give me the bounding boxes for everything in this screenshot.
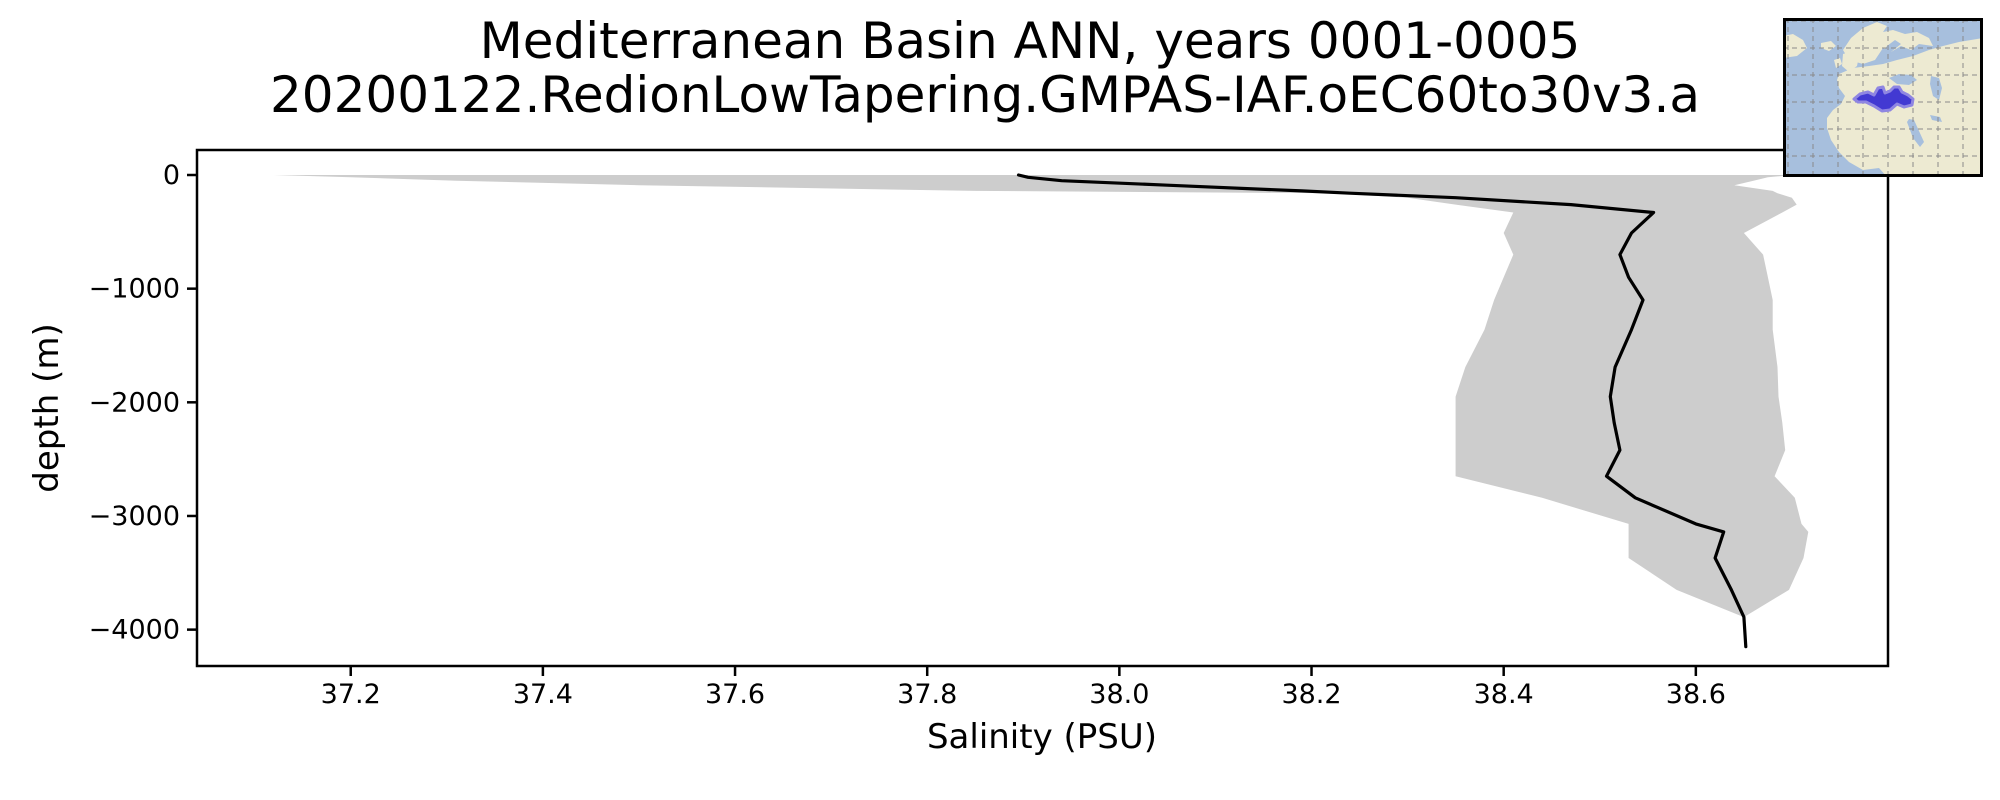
y-axis-label: depth (m)	[27, 323, 67, 492]
map-land-scandinavia	[1843, 22, 1933, 64]
map-land-britain	[1842, 51, 1859, 72]
map-land-greenland	[1783, 34, 1807, 58]
plot-area: 37.2 37.4 37.6 37.8 38.0 38.2 38.4 38.6 0 −1000 −2…	[89, 148, 1890, 710]
map-baltic-sea	[1879, 40, 1901, 62]
salinity-minmax-band	[273, 175, 1809, 647]
y-tick-label: 0	[163, 160, 180, 191]
x-tick-label: 38.2	[1281, 679, 1341, 710]
inset-map	[1783, 18, 1983, 177]
y-tick-label: −4000	[89, 615, 180, 646]
y-tick-label: −2000	[89, 387, 180, 418]
map-caspian-sea	[1930, 76, 1942, 100]
chart-title-line1: Mediterranean Basin ANN, years 0001-0005	[480, 12, 1581, 70]
axes-spines	[195, 148, 1890, 668]
x-tick-label: 37.4	[513, 679, 573, 710]
y-tick-label: −3000	[89, 501, 180, 532]
map-black-sea	[1889, 74, 1917, 85]
x-axis-label: Salinity (PSU)	[927, 717, 1157, 757]
x-tick-label: 37.6	[705, 679, 765, 710]
chart-title-line2: 20200122.RedionLowTapering.GMPAS-IAF.oEC…	[270, 66, 1700, 124]
map-border	[1783, 18, 1983, 177]
x-tick-label: 37.2	[321, 679, 381, 710]
y-tick-label: −1000	[89, 274, 180, 305]
map-highlight-mediterranean	[1852, 85, 1915, 113]
x-tick-label: 38.0	[1089, 679, 1149, 710]
x-tick-label: 37.8	[897, 679, 957, 710]
x-tick-label: 38.6	[1666, 679, 1726, 710]
x-tick-label: 38.4	[1474, 679, 1534, 710]
map-persian-gulf	[1930, 115, 1942, 122]
map-red-sea	[1907, 119, 1924, 147]
salinity-mean-line	[1016, 173, 1748, 649]
